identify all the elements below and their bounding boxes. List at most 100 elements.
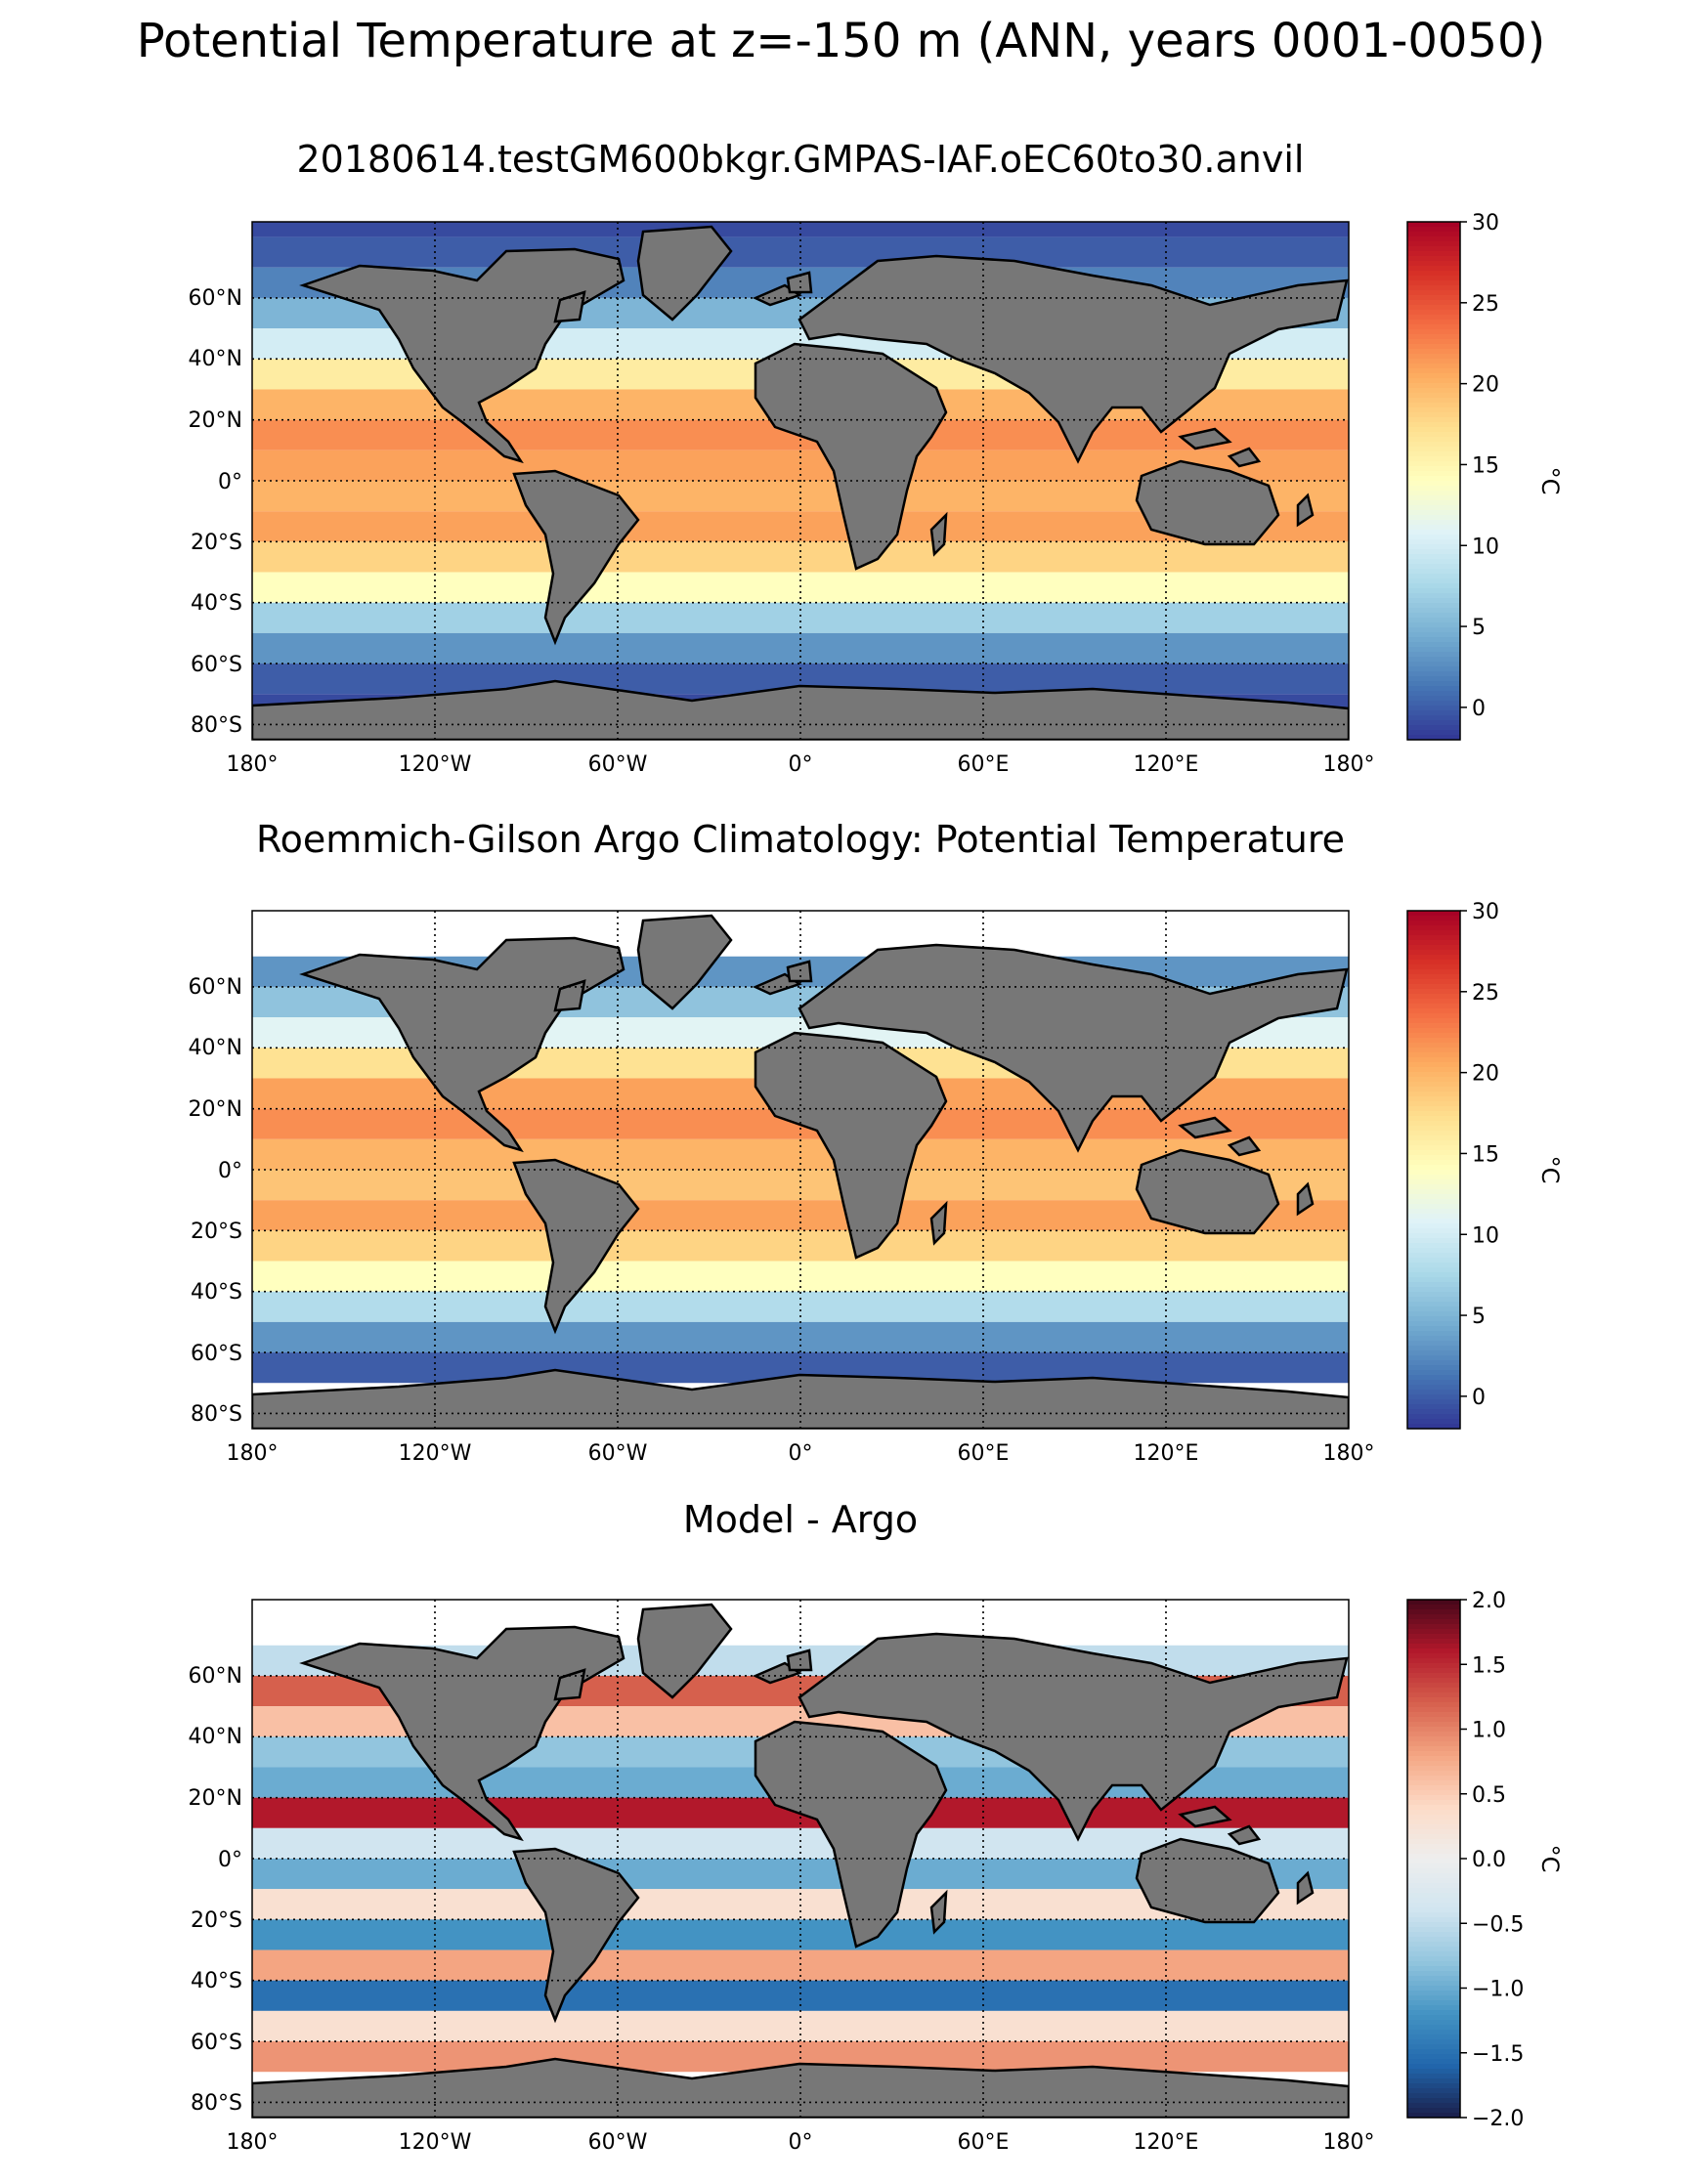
colorbar-segment xyxy=(1407,1800,1460,1806)
colorbar-segment xyxy=(1407,1668,1460,1674)
colorbar-segment xyxy=(1407,578,1460,584)
colorbar-segment xyxy=(1407,383,1460,389)
colorbar-segment xyxy=(1407,911,1460,917)
colorbar-segment xyxy=(1407,1780,1460,1786)
y-tick-label: 60°N xyxy=(189,1664,242,1689)
colorbar-segment xyxy=(1407,1805,1460,1811)
colorbar-segment xyxy=(1407,925,1460,931)
colorbar-segment xyxy=(1407,647,1460,653)
colorbar-segment xyxy=(1407,1375,1460,1381)
colorbar-segment xyxy=(1407,2034,1460,2040)
colorbar-label: °C xyxy=(1536,1845,1564,1873)
x-tick-label: 120°E xyxy=(1134,1441,1199,1466)
x-tick-label: 0° xyxy=(789,2130,813,2155)
colorbar-segment xyxy=(1407,241,1460,247)
colorbar-segment xyxy=(1407,1184,1460,1190)
colorbar-tick-label: 0 xyxy=(1472,697,1486,721)
colorbar-segment xyxy=(1407,266,1460,272)
colorbar-tick-label: −1.0 xyxy=(1472,1978,1524,2002)
colorbar-segment xyxy=(1407,1981,1460,1987)
colorbar-segment xyxy=(1407,2088,1460,2094)
colorbar-segment xyxy=(1407,1820,1460,1825)
colorbar-segment xyxy=(1407,730,1460,736)
colorbar-segment xyxy=(1407,691,1460,697)
colorbar-segment xyxy=(1407,388,1460,394)
x-axis-tick-labels: 180° 120°W 60°W 0° 60°E 120°E 180° xyxy=(227,1441,1375,1466)
colorbar-segment xyxy=(1407,1995,1460,2001)
colorbar-segment xyxy=(1407,1048,1460,1053)
colorbar-model: 30 25 20 15 10 5 0 °C xyxy=(1406,211,1564,741)
gridlines xyxy=(252,222,1349,740)
panel-obs: 180° 120°W 60°W 0° 60°E 120°E 180° 60°N … xyxy=(189,910,1375,1466)
colorbar-segment xyxy=(1407,2015,1460,2021)
colorbar-segment xyxy=(1407,1238,1460,1244)
colorbar-segment xyxy=(1407,1341,1460,1347)
colorbar-segment xyxy=(1407,1038,1460,1044)
colorbar-segment xyxy=(1407,461,1460,467)
colorbar-segment xyxy=(1407,564,1460,570)
colorbar-segment xyxy=(1407,407,1460,413)
colorbar-segment xyxy=(1407,2059,1460,2065)
colorbar-segment xyxy=(1407,1922,1460,1928)
y-tick-label: 40°S xyxy=(191,1969,242,1993)
colorbar-segment xyxy=(1407,1883,1460,1889)
colorbar-segment xyxy=(1407,1145,1460,1151)
colorbar-segment xyxy=(1407,1649,1460,1654)
field-band xyxy=(252,2010,1349,2042)
colorbar-segment xyxy=(1407,1004,1460,1009)
colorbar-segment xyxy=(1407,696,1460,702)
colorbar-segment xyxy=(1407,471,1460,477)
colorbar-segment xyxy=(1407,1204,1460,1210)
colorbar-segment xyxy=(1407,686,1460,692)
colorbar-segment xyxy=(1407,1785,1460,1791)
colorbar-segment xyxy=(1407,1991,1460,1996)
y-tick-label: 0° xyxy=(218,470,242,494)
colorbar-segment xyxy=(1407,627,1460,633)
colorbar-segment xyxy=(1407,706,1460,711)
colorbar-segment xyxy=(1407,979,1460,985)
colorbar-segment xyxy=(1407,1267,1460,1273)
colorbar-segment xyxy=(1407,1282,1460,1288)
colorbar-segment xyxy=(1407,671,1460,677)
colorbar-segment xyxy=(1407,1336,1460,1342)
colorbar-segment xyxy=(1407,950,1460,956)
colorbar-segment xyxy=(1407,999,1460,1005)
colorbar-segment xyxy=(1407,1956,1460,1962)
colorbar-segment xyxy=(1407,1732,1460,1737)
colorbar-segment xyxy=(1407,1678,1460,1684)
colorbar-segment xyxy=(1407,2069,1460,2075)
colorbar-segment xyxy=(1407,1165,1460,1171)
colorbar-segment xyxy=(1407,1131,1460,1136)
colorbar-segment xyxy=(1407,525,1460,531)
colorbar-segment xyxy=(1407,1600,1460,1606)
colorbar-tick-label: 1.5 xyxy=(1472,1653,1506,1678)
x-tick-label: 120°W xyxy=(399,2130,472,2155)
colorbar-segment xyxy=(1407,720,1460,726)
colorbar-segment xyxy=(1407,1903,1460,1908)
colorbar-segment xyxy=(1407,373,1460,379)
x-tick-label: 180° xyxy=(1323,1441,1375,1466)
colorbar-segment xyxy=(1407,1697,1460,1703)
colorbar-segment xyxy=(1407,1023,1460,1029)
colorbar-segment xyxy=(1407,1194,1460,1200)
colorbar-tick-label: 15 xyxy=(1472,1142,1499,1167)
colorbar-segment xyxy=(1407,960,1460,965)
colorbar-segment xyxy=(1407,1116,1460,1122)
colorbar-segment xyxy=(1407,320,1460,325)
colorbar-segment xyxy=(1407,598,1460,604)
colorbar-tick-label: 30 xyxy=(1472,211,1499,236)
colorbar-segment xyxy=(1407,378,1460,384)
x-tick-label: 60°W xyxy=(588,1441,648,1466)
colorbar-segment xyxy=(1407,417,1460,423)
colorbar-segment xyxy=(1407,290,1460,296)
colorbar-segment xyxy=(1407,310,1460,316)
colorbar-segment xyxy=(1407,1155,1460,1161)
colorbar-segment xyxy=(1407,456,1460,462)
colorbar-segment xyxy=(1407,412,1460,418)
figure-suptitle: Potential Temperature at z=-150 m (ANN, … xyxy=(136,14,1546,68)
colorbar-segment xyxy=(1407,1424,1460,1430)
colorbar-segment xyxy=(1407,544,1460,550)
colorbar-segment xyxy=(1407,227,1460,233)
colorbar-segment xyxy=(1407,1272,1460,1278)
colorbar-segment xyxy=(1407,559,1460,565)
